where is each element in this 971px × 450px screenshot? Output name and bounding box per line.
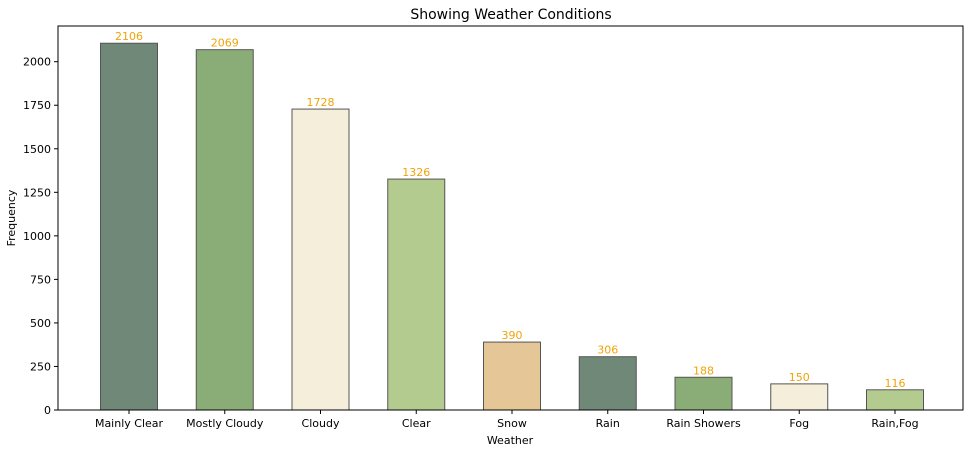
bar — [100, 42, 158, 411]
x-tick-label: Rain,Fog — [871, 417, 918, 430]
bar-value-label: 116 — [885, 377, 906, 390]
x-tick-label: Cloudy — [302, 417, 340, 430]
bar — [674, 376, 733, 411]
bar-value-label: 188 — [693, 364, 714, 377]
bar — [195, 49, 254, 411]
bar — [578, 356, 637, 411]
x-tick-label: Rain — [596, 417, 620, 430]
y-tick-label: 2000 — [23, 56, 51, 69]
x-tick-label: Rain Showers — [666, 417, 741, 430]
x-tick-label: Clear — [402, 417, 431, 430]
bars-layer — [100, 42, 924, 411]
y-tick-label: 750 — [30, 273, 51, 286]
x-axis-label: Weather — [487, 434, 534, 447]
bar-value-label: 390 — [502, 329, 523, 342]
bar — [770, 383, 829, 411]
y-tick-label: 1000 — [23, 230, 51, 243]
x-tick-label: Fog — [789, 417, 809, 430]
bar — [483, 341, 541, 411]
x-tick-label: Mostly Cloudy — [186, 417, 264, 430]
bar — [866, 389, 924, 411]
y-tick-label: 1500 — [23, 143, 51, 156]
y-tick-label: 1250 — [23, 186, 51, 199]
y-axis: 0 250 500 750 1000 1250 1500 1750 2000 — [23, 56, 58, 417]
bar-value-label: 1326 — [402, 166, 430, 179]
y-tick-label: 500 — [30, 317, 51, 330]
bar-value-label: 2106 — [115, 30, 143, 43]
x-tick-label: Mainly Clear — [95, 417, 164, 430]
bar-value-label: 2069 — [211, 37, 239, 50]
plot-area-frame — [57, 25, 964, 411]
value-labels-layer: 2106 2069 1728 1326 390 306 188 150 116 — [115, 30, 906, 390]
bar-value-label: 306 — [597, 344, 618, 357]
y-tick-label: 1750 — [23, 99, 51, 112]
chart-title: Showing Weather Conditions — [410, 7, 611, 23]
bar-value-label: 1728 — [307, 96, 335, 109]
bar — [291, 108, 350, 411]
bar-value-label: 150 — [789, 371, 810, 384]
y-tick-label: 0 — [44, 404, 51, 417]
x-axis: Mainly Clear Mostly Cloudy Cloudy Clear Snow… — [95, 410, 919, 430]
y-axis-label: Frequency — [5, 189, 18, 246]
y-tick-label: 250 — [30, 360, 51, 373]
x-tick-label: Snow — [497, 417, 527, 430]
bar — [387, 178, 446, 411]
